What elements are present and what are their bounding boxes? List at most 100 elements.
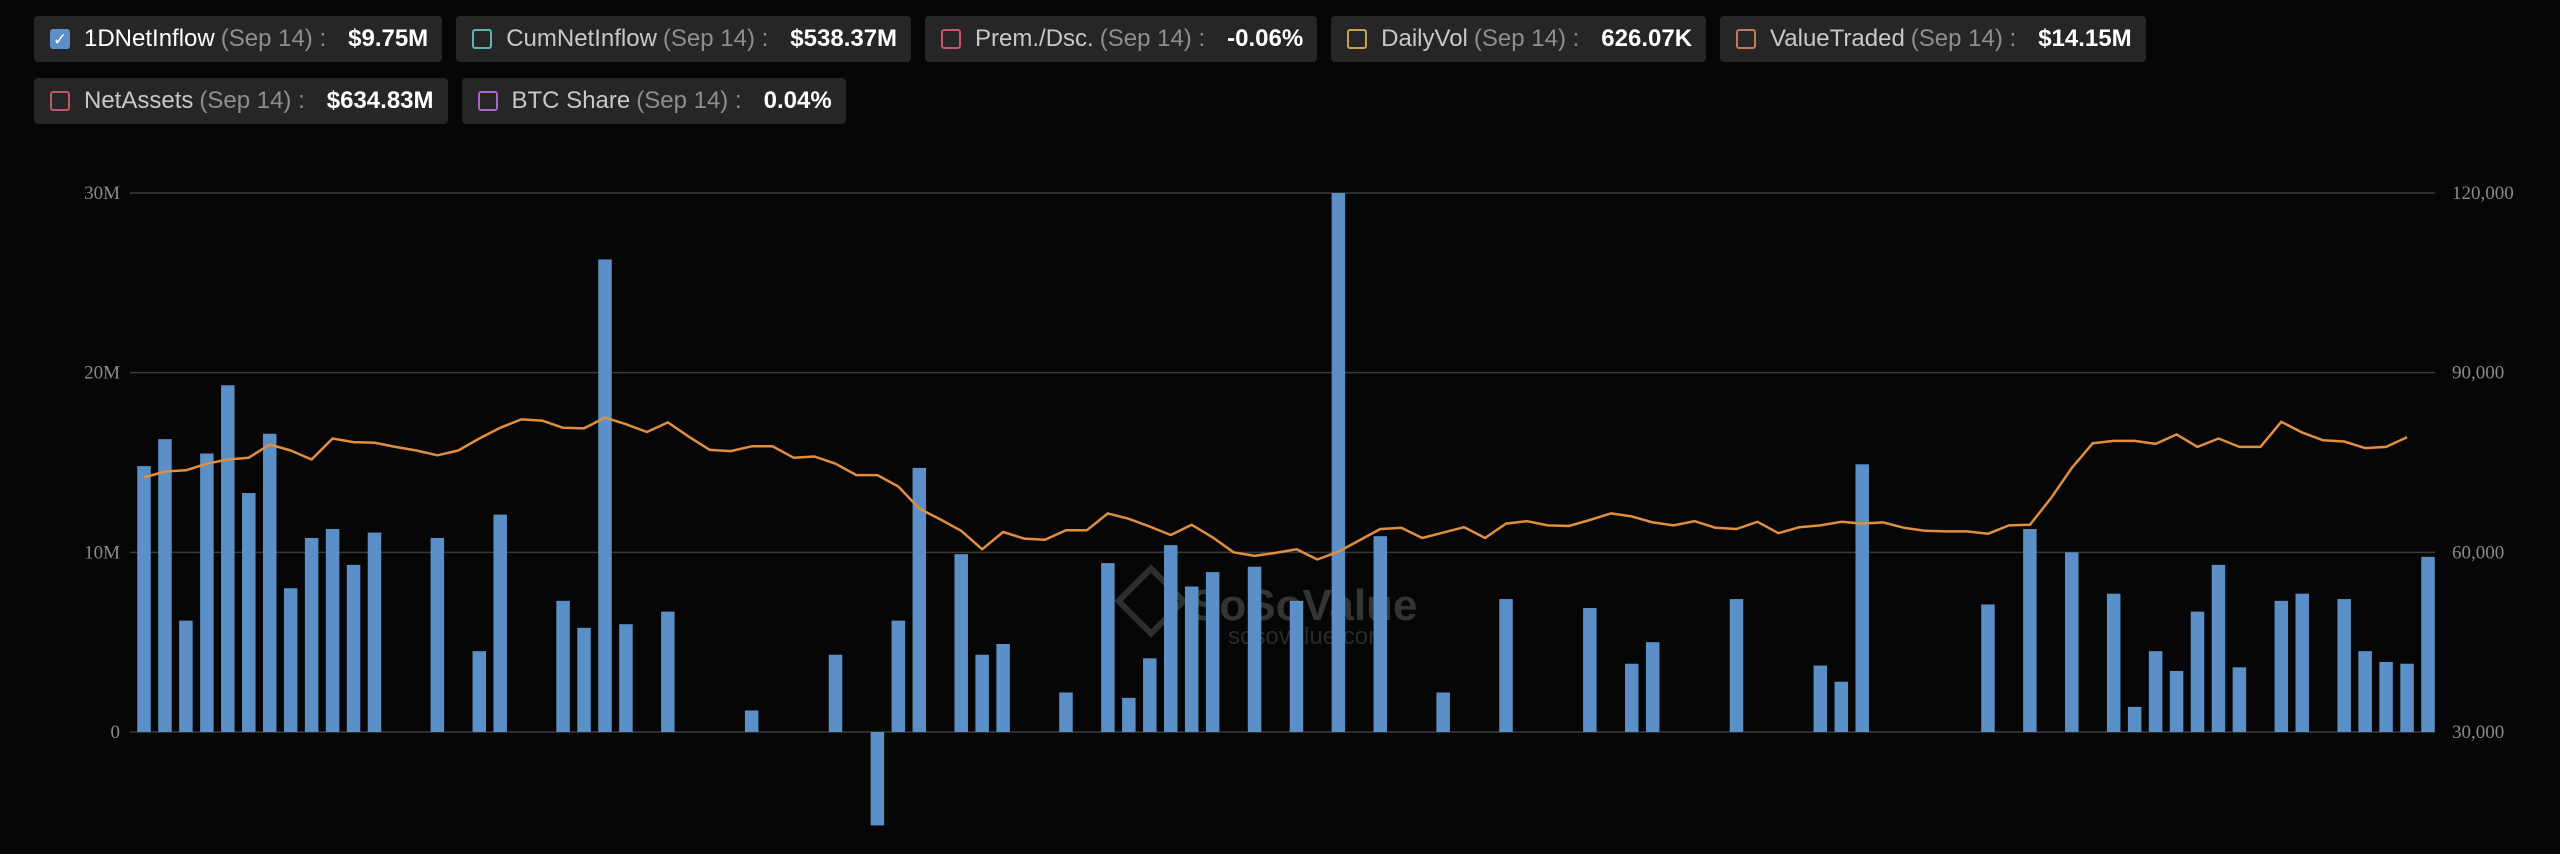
bar[interactable] (430, 537, 445, 732)
bar[interactable] (1205, 572, 1220, 732)
bar[interactable] (2421, 556, 2435, 732)
bar[interactable] (1834, 681, 1849, 732)
bar[interactable] (346, 564, 361, 732)
bar[interactable] (2358, 651, 2372, 732)
bar[interactable] (912, 467, 927, 732)
bar[interactable] (744, 710, 759, 732)
y-right-tick-label: 60,000 (2452, 542, 2504, 563)
y-right-tick-label: 120,000 (2452, 183, 2514, 204)
legend-item-dailyvol[interactable]: DailyVol (Sep 14) : 626.07K (1331, 16, 1707, 62)
checkbox-icon[interactable] (477, 91, 498, 111)
legend-value: $9.75M (348, 25, 429, 52)
bar[interactable] (1436, 692, 1450, 732)
y-left-tick-label: 30M (84, 183, 120, 204)
bar[interactable] (1184, 586, 1199, 732)
legend-item-btc-share[interactable]: BTC Share (Sep 14) : 0.04% (461, 78, 846, 124)
bar[interactable] (2400, 663, 2414, 732)
legend-item-valuetraded[interactable]: ValueTraded (Sep 14) : $14.15M (1720, 16, 2146, 62)
legend-item-cumnetinflow[interactable]: CumNetInflow (Sep 14) : $538.37M (456, 16, 912, 62)
bar[interactable] (891, 620, 906, 732)
bar[interactable] (1059, 692, 1073, 732)
legend-label: BTC Share (511, 87, 631, 114)
bar[interactable] (2023, 528, 2037, 732)
bar[interactable] (1373, 536, 1388, 732)
bar[interactable] (954, 554, 968, 732)
bar[interactable] (493, 514, 507, 732)
legend-item-prem-dsc-[interactable]: Prem./Dsc. (Sep 14) : -0.06% (925, 16, 1318, 62)
y-left-tick-label: 0 (111, 722, 121, 743)
bar[interactable] (661, 611, 675, 732)
legend-label: 1DNetInflow (84, 25, 215, 52)
bar[interactable] (221, 385, 235, 732)
bar[interactable] (283, 588, 298, 732)
checkbox-icon[interactable] (50, 91, 70, 111)
checkbox-icon[interactable] (1736, 29, 1757, 49)
bar[interactable] (1645, 642, 1660, 732)
bar[interactable] (2065, 552, 2079, 732)
bar[interactable] (2379, 661, 2393, 732)
legend-item-1dnetinflow[interactable]: ✓ 1DNetInflow (Sep 14) : $9.75M (34, 16, 443, 62)
bar[interactable] (242, 493, 256, 732)
bar[interactable] (828, 654, 843, 732)
bar[interactable] (2232, 667, 2247, 732)
bar[interactable] (1122, 697, 1136, 732)
bar[interactable] (158, 439, 172, 732)
bar[interactable] (619, 624, 633, 732)
bar[interactable] (2337, 599, 2351, 732)
checkbox-icon[interactable] (1347, 29, 1368, 49)
bar[interactable] (1331, 193, 1346, 732)
legend-value: $14.15M (2038, 25, 2132, 52)
bar[interactable] (556, 600, 570, 732)
bar[interactable] (304, 537, 319, 732)
bar[interactable] (1247, 566, 1262, 732)
bar[interactable] (1855, 464, 1869, 732)
bar[interactable] (975, 654, 989, 732)
bar[interactable] (1164, 545, 1178, 732)
bar[interactable] (179, 620, 193, 732)
bar[interactable] (200, 453, 214, 732)
y-axis-right: 30,000 60,000 90,000 120,000 (2452, 183, 2514, 743)
legend-value: $634.83M (326, 87, 434, 114)
bar[interactable] (1624, 663, 1639, 732)
bar[interactable] (1143, 658, 1157, 732)
legend-value: 0.04% (763, 87, 832, 114)
bar[interactable] (2169, 670, 2184, 732)
bar[interactable] (2106, 593, 2121, 732)
line-path (143, 416, 2408, 561)
legend-bar: ✓ 1DNetInflow (Sep 14) : $9.75M CumNetInflow… (34, 16, 2434, 124)
legend-item-netassets[interactable]: NetAssets (Sep 14) : $634.83M (34, 78, 448, 124)
bar[interactable] (367, 532, 382, 732)
bar[interactable] (870, 732, 885, 826)
legend-date: (Sep 14) : (636, 87, 742, 114)
bar[interactable] (262, 433, 277, 732)
bar[interactable] (2295, 593, 2310, 732)
bar[interactable] (472, 651, 487, 732)
bar[interactable] (325, 528, 340, 732)
bar[interactable] (577, 627, 591, 732)
bar[interactable] (2148, 651, 2163, 732)
grid (130, 192, 2435, 733)
checkbox-icon[interactable] (941, 29, 962, 49)
bar[interactable] (2190, 611, 2205, 732)
legend-value: $538.37M (790, 25, 898, 52)
bar[interactable] (2127, 706, 2142, 732)
legend-date: (Sep 14) : (1099, 25, 1206, 52)
bar[interactable] (996, 643, 1010, 732)
bar[interactable] (598, 259, 612, 732)
bar[interactable] (2211, 564, 2226, 732)
bar[interactable] (1729, 599, 1744, 732)
checkbox-checked-icon[interactable]: ✓ (50, 29, 70, 49)
checkbox-icon[interactable] (472, 29, 493, 49)
line-series (143, 416, 2408, 561)
bar[interactable] (1289, 600, 1304, 732)
bar[interactable] (2274, 600, 2289, 732)
bar[interactable] (1813, 665, 1828, 732)
legend-date: (Sep 14) : (1473, 25, 1580, 52)
bar[interactable] (1101, 563, 1115, 732)
legend-date: (Sep 14) : (1910, 25, 2017, 52)
bar[interactable] (1583, 608, 1597, 732)
bar[interactable] (137, 466, 151, 732)
y-left-tick-label: 10M (84, 542, 120, 563)
bar[interactable] (1981, 604, 1995, 732)
bar[interactable] (1499, 599, 1513, 732)
